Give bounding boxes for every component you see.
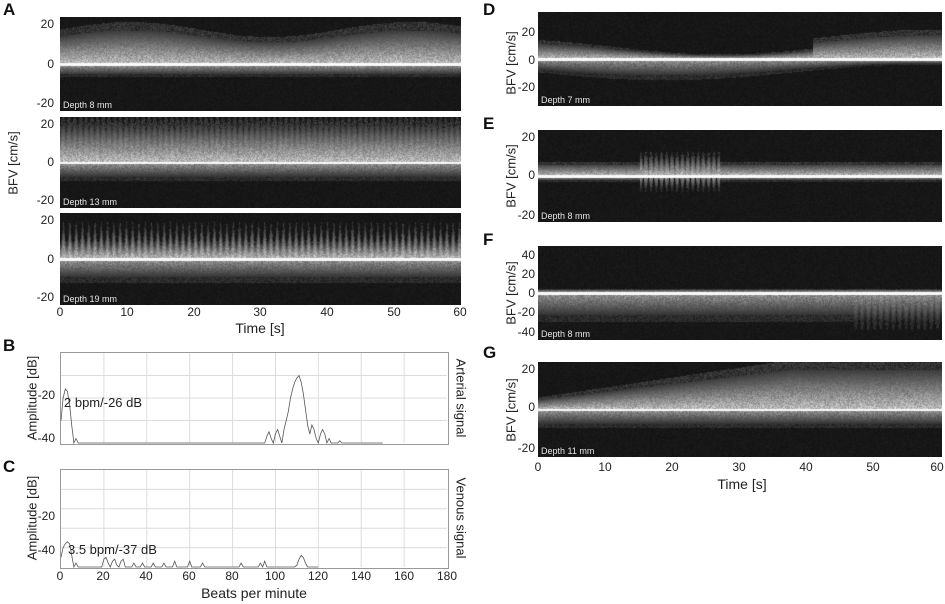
xtick: 80 [225,569,239,583]
ytick: -40 [37,543,55,557]
ytick: -20 [517,80,535,94]
ytick: 20 [40,117,54,131]
xtick: 60 [930,460,944,474]
ytick: 20 [40,17,54,31]
ytick: -20 [36,96,54,110]
panel-label-g: G [483,343,497,362]
ytick: 0 [528,168,535,182]
depth-label: Depth 8 mm [541,329,591,339]
ytick: 0 [47,155,54,169]
xtick: 60 [182,569,196,583]
xtick: 0 [56,305,64,319]
ytick: 20 [521,130,535,144]
ytick: -40 [517,325,535,339]
ytick: 0 [47,57,54,71]
bfv-axis-label: BFV [cm/s] [503,31,519,95]
ytick: -40 [37,431,55,445]
xtick: 30 [253,305,267,319]
spectrogram-d: Depth 7 mm [538,12,942,106]
xtick: 40 [799,460,813,474]
spectrogram-a3: Depth 19 mm [60,213,461,305]
bpm-axis-label: Beats per minute [201,585,307,601]
ytick: 40 [521,248,535,262]
bfv-axis-label: BFV [cm/s] [503,144,519,208]
ytick: -20 [37,509,55,523]
depth-label: Depth 13 mm [63,197,118,207]
depth-label: Depth 8 mm [541,211,591,221]
depth-label: Depth 8 mm [63,100,113,110]
time-axis-label: Time [s] [717,476,767,492]
xtick: 180 [436,569,458,583]
ytick: 0 [528,53,535,67]
xtick: 20 [665,460,679,474]
bfv-axis-label: BFV [cm/s] [503,378,519,442]
xtick: 40 [139,569,153,583]
venous-peak-annotation: 3.5 bpm/-37 dB [68,542,157,557]
depth-label: Depth 7 mm [541,95,591,105]
xtick: 120 [307,569,329,583]
spectrogram-e: Depth 8 mm [538,130,942,222]
ytick: 20 [521,362,535,376]
xtick: 50 [866,460,880,474]
ytick: 0 [47,252,54,266]
xtick: 10 [120,305,134,319]
panel-label-d: D [483,0,496,19]
amplitude-axis-label: Amplitude [dB] [24,475,40,561]
xtick: 20 [96,569,110,583]
spectrum-line [60,374,383,445]
xtick: 40 [320,305,334,319]
xtick: 10 [598,460,612,474]
panel-label-a: A [3,0,16,19]
ytick: -20 [517,208,535,222]
xtick: 50 [387,305,401,319]
spectrogram-a1: Depth 8 mm [60,17,461,111]
panel-label-e: E [483,114,495,133]
xtick: 60 [453,305,467,319]
ytick: 0 [528,286,535,300]
xtick: 0 [56,569,64,583]
ytick: -20 [36,193,54,207]
xtick: 30 [732,460,746,474]
panel-label-b: B [3,336,16,355]
ytick: -20 [517,305,535,319]
ytick: 0 [528,400,535,414]
ytick: 20 [521,25,535,39]
xtick: 0 [534,460,542,474]
xtick: 160 [393,569,415,583]
spectrogram-g: Depth 11 mm [538,362,942,457]
panel-label-c: C [3,457,16,476]
panel-label-f: F [483,230,494,249]
spectrogram-f: Depth 8 mm [538,246,942,340]
xtick: 140 [350,569,372,583]
arterial-peak-annotation: 2 bpm/-26 dB [64,395,143,410]
spectrogram-a2: Depth 13 mm [60,117,461,208]
ytick: 20 [521,267,535,281]
depth-label: Depth 11 mm [541,446,595,456]
xtick: 20 [187,305,201,319]
ytick: -20 [517,441,535,455]
ytick: 20 [40,213,54,227]
ytick: -20 [37,388,55,402]
xtick: 100 [264,569,286,583]
time-axis-label: Time [s] [235,320,285,336]
spectrum-line [60,541,319,569]
depth-label: Depth 19 mm [63,294,118,304]
bfv-axis-label: BFV [cm/s] [503,261,519,325]
venous-signal-label: Venous signal [453,477,469,559]
ytick: -20 [36,290,54,304]
plot-c [60,469,449,569]
